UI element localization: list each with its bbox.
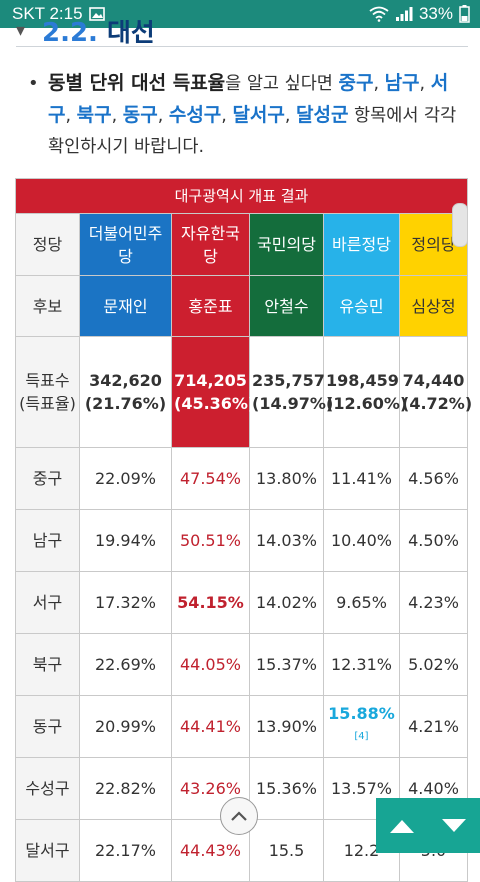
image-icon <box>88 7 105 21</box>
total-moon: 342,620 (21.76%) <box>79 336 172 448</box>
district-label: 서구 <box>15 571 80 634</box>
collapse-chevron-icon[interactable]: ▾ <box>16 20 26 41</box>
section-nav <box>376 798 480 853</box>
value-cell: 54.15% <box>171 571 250 634</box>
link-nam-gu[interactable]: 남구 <box>384 72 420 94</box>
district-label: 중구 <box>15 447 80 510</box>
link-dong-gu[interactable]: 동구 <box>122 104 158 126</box>
value-cell: 20.99% <box>79 695 172 758</box>
battery-level: 33% <box>418 4 453 23</box>
section-heading: ▾ 2.2. 대선 <box>16 20 468 47</box>
value-cell: 10.40% <box>323 509 400 572</box>
wifi-icon <box>369 6 389 22</box>
value-cell: 9.65% <box>323 571 400 634</box>
total-votes-label: 득표수 (득표율) <box>15 336 80 448</box>
district-label: 수성구 <box>15 757 80 820</box>
link-seo-gu[interactable]: 서구 <box>48 72 449 126</box>
value-cell: 19.94% <box>79 509 172 572</box>
value-cell: 15.37% <box>249 633 324 696</box>
party-bareun[interactable]: 바른정당 <box>323 213 400 276</box>
table-scroll-thumb[interactable] <box>452 203 468 247</box>
value-cell: 44.41% <box>171 695 250 758</box>
table-caption: 대구광역시 개표 결과 <box>15 178 468 214</box>
bullet-lead: 동별 단위 대선 득표율 <box>48 72 226 94</box>
value-cell: 4.21% <box>399 695 468 758</box>
value-cell: 47.54% <box>171 447 250 510</box>
table-row: 서구 17.32% 54.15% 14.02% 9.65% 4.23% <box>15 571 468 634</box>
candidate-ahn[interactable]: 안철수 <box>249 275 324 337</box>
bullet-text: 을 알고 싶다면 <box>225 74 339 94</box>
candidate-yoo[interactable]: 유승민 <box>323 275 400 337</box>
candidate-hong[interactable]: 홍준표 <box>171 275 250 337</box>
link-suseong-gu[interactable]: 수성구 <box>168 104 222 126</box>
party-liberty-korea[interactable]: 자유한국당 <box>171 213 250 276</box>
total-hong: 714,205 (45.36%) <box>171 336 255 448</box>
link-buk-gu[interactable]: 북구 <box>76 104 112 126</box>
value-cell: 15.36% <box>249 757 324 820</box>
candidate-sim[interactable]: 심상정 <box>399 275 468 337</box>
link-dalseo-gu[interactable]: 달서구 <box>232 104 285 126</box>
value-cell: 44.05% <box>171 633 250 696</box>
bullet-tail: 항목에서 각각 확인하시기 바랍니다. <box>48 106 457 157</box>
footnote-link[interactable]: [4] <box>354 730 369 742</box>
value-cell: 15.5 <box>249 819 324 882</box>
candidate-moon[interactable]: 문재인 <box>79 275 172 337</box>
candidate-label: 후보 <box>15 275 80 337</box>
district-label: 남구 <box>15 509 80 572</box>
value-cell: 11.41% <box>323 447 400 510</box>
value-cell: 5.02% <box>399 633 468 696</box>
table-row: 중구 22.09% 47.54% 13.80% 11.41% 4.56% <box>15 447 468 510</box>
battery-icon <box>459 5 470 23</box>
triangle-down-icon <box>442 818 466 832</box>
value-cell: 22.82% <box>79 757 172 820</box>
value-cell: 22.69% <box>79 633 172 696</box>
carrier-time: SKT 2:15 <box>12 4 83 23</box>
district-label: 동구 <box>15 695 80 758</box>
party-peoples[interactable]: 국민의당 <box>249 213 324 276</box>
total-ahn: 235,757 (14.97%) <box>249 336 333 448</box>
chevron-up-icon <box>231 811 247 821</box>
nav-next-button[interactable] <box>428 798 480 853</box>
value-cell: 13.90% <box>249 695 324 758</box>
value-cell: 22.09% <box>79 447 172 510</box>
link-jung-gu[interactable]: 중구 <box>338 72 374 94</box>
nav-prev-button[interactable] <box>376 798 428 853</box>
district-label: 달서구 <box>15 819 80 882</box>
value-cell: 4.23% <box>399 571 468 634</box>
value-cell: 14.03% <box>249 509 324 572</box>
table-row: 북구 22.69% 44.05% 15.37% 12.31% 5.02% <box>15 633 468 696</box>
value-cell: 15.88% [4] <box>323 695 400 758</box>
total-sim: 74,440 (4.72%) <box>399 336 472 448</box>
value-cell: 17.32% <box>79 571 172 634</box>
signal-icon <box>395 7 413 21</box>
party-row: 정당 더불어민주당 자유한국당 국민의당 바른정당 정의당 <box>15 213 468 276</box>
bullet-dot: • <box>28 73 39 94</box>
section-title: 2.2. 대선 <box>42 20 155 47</box>
section-number: 2.2. <box>42 20 98 47</box>
status-bar: SKT 2:15 33% <box>0 0 480 28</box>
party-label: 정당 <box>15 213 80 276</box>
value-cell: 14.02% <box>249 571 324 634</box>
link-dalseong-gun[interactable]: 달성군 <box>296 104 349 126</box>
value-cell: 13.80% <box>249 447 324 510</box>
section-title-text: 대선 <box>107 20 155 47</box>
candidate-row: 후보 문재인 홍준표 안철수 유승민 심상정 <box>15 275 468 337</box>
table-row: 남구 19.94% 50.51% 14.03% 10.40% 4.50% <box>15 509 468 572</box>
value-cell: 4.50% <box>399 509 468 572</box>
value-text: 15.88% <box>328 703 395 723</box>
district-label: 북구 <box>15 633 80 696</box>
value-cell: 22.17% <box>79 819 172 882</box>
value-cell: 12.31% <box>323 633 400 696</box>
value-cell: 4.56% <box>399 447 468 510</box>
party-democratic[interactable]: 더불어민주당 <box>79 213 172 276</box>
table-row: 동구 20.99% 44.41% 13.90% 15.88% [4] 4.21% <box>15 695 468 758</box>
bullet-paragraph: • 동별 단위 대선 득표율을 알고 싶다면 중구, 남구, 서구, 북구, 동… <box>20 68 468 163</box>
scroll-top-button[interactable] <box>220 797 258 835</box>
total-yoo: 198,459 (12.60%) <box>323 336 407 448</box>
total-votes-row: 득표수 (득표율) 342,620 (21.76%) 714,205 (45.3… <box>15 336 472 448</box>
election-results-table: 대구광역시 개표 결과 정당 더불어민주당 자유한국당 국민의당 바른정당 정의… <box>15 178 472 882</box>
triangle-up-icon <box>390 819 414 833</box>
value-cell: 50.51% <box>171 509 250 572</box>
table-caption-row: 대구광역시 개표 결과 <box>15 178 468 214</box>
